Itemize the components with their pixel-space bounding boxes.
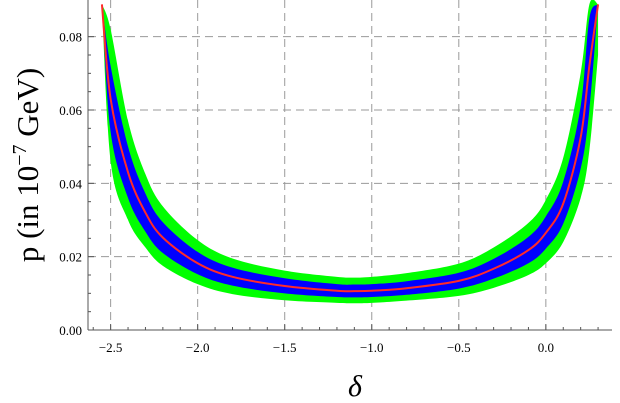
y-tick-label: 0.08 — [59, 30, 82, 45]
x-tick-label: −2.0 — [186, 340, 210, 355]
central-curve — [100, 4, 600, 293]
y-axis-title-tail: GeV) — [10, 68, 45, 145]
ticks: −2.5 −2.0 −1.5 −1.0 −0.5 0.0 0.00 0.02 0.04 0.06 0… — [59, 17, 599, 355]
x-tick-label: −1.0 — [360, 340, 384, 355]
y-tick-label: 0.02 — [59, 250, 82, 265]
y-tick-label: 0.04 — [59, 176, 82, 191]
x-axis-title: δ — [348, 370, 363, 403]
plot-area — [100, 0, 600, 304]
y-axis-title-exponent: −7 — [9, 144, 31, 165]
x-tick-label: −1.5 — [273, 340, 297, 355]
y-tick-label: 0.06 — [59, 103, 82, 118]
y-axis-title: p (in 10−7 GeV) — [9, 68, 45, 262]
x-tick-label: 0.0 — [538, 340, 554, 355]
y-axis-title-main: p (in 10 — [10, 166, 45, 262]
x-tick-label: −2.5 — [99, 340, 123, 355]
y-tick-label: 0.00 — [59, 323, 82, 338]
x-tick-label: −0.5 — [447, 340, 471, 355]
